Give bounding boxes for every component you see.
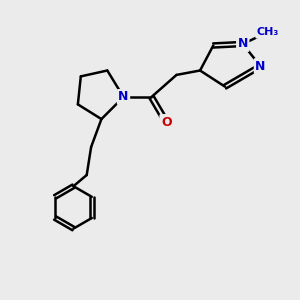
Text: N: N <box>238 38 248 50</box>
Text: CH₃: CH₃ <box>257 27 279 37</box>
Text: N: N <box>255 60 266 73</box>
Text: O: O <box>161 116 172 128</box>
Text: N: N <box>118 91 129 103</box>
